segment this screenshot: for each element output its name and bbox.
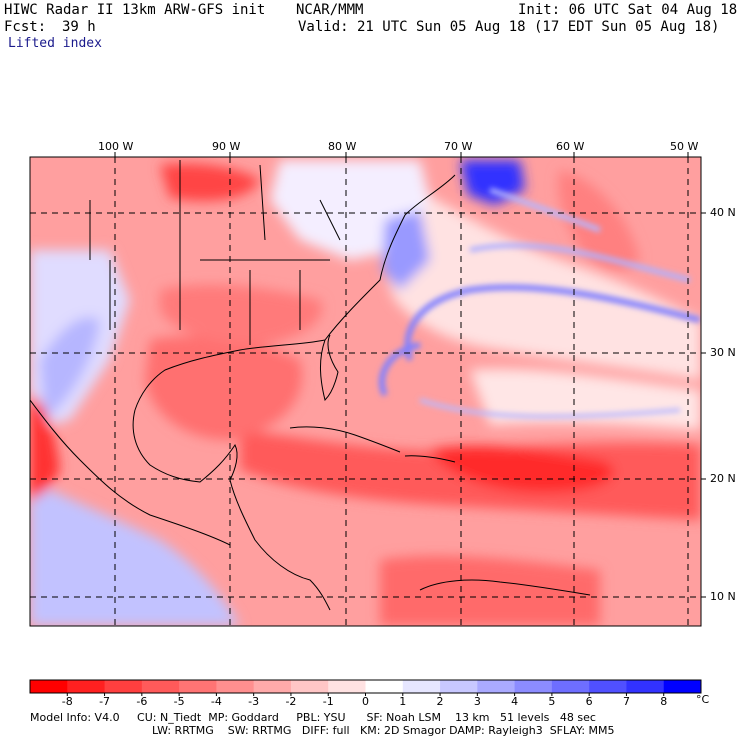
organization-label: NCAR/MMM — [296, 2, 364, 18]
colorbar-swatch — [290, 680, 329, 693]
coastline-gulf — [134, 339, 326, 411]
field-stable-streak — [469, 242, 691, 283]
colorbar-swatch — [514, 680, 553, 693]
longitude-label: 100 W — [98, 140, 134, 153]
colorbar-tick-label: 6 — [585, 695, 593, 708]
colorbar-tick-label: 2 — [436, 695, 444, 708]
colorbar-swatch — [216, 680, 255, 693]
colorbar-swatch — [402, 680, 441, 693]
coastline-south-america — [419, 579, 591, 596]
colorbar-tick-label: 3 — [473, 695, 481, 708]
valid-time: Valid: 21 UTC Sun 05 Aug 18 (17 EDT Sun … — [298, 19, 720, 35]
coastline-mexico — [132, 409, 238, 483]
colorbar-swatch — [626, 680, 665, 693]
colorbar-tick-label: 4 — [511, 695, 519, 708]
field-unstable-midatlantic — [558, 170, 640, 271]
longitude-label: 90 W — [212, 140, 241, 153]
latitude-label: 40 N — [710, 206, 736, 219]
colorbar-tick-label: -4 — [210, 695, 222, 708]
colorbar-swatch — [440, 680, 478, 693]
coastline-us-east — [320, 174, 456, 401]
latitude-label: 30 N — [710, 346, 736, 359]
colorbar-tick-label: -1 — [322, 695, 334, 708]
colorbar-swatch — [179, 680, 217, 693]
colorbar-tick-label: -2 — [285, 695, 297, 708]
field-unstable-mexico — [30, 395, 60, 500]
field-unstable-southeast — [160, 284, 322, 345]
colorbar-swatch — [365, 680, 404, 693]
colorbar-swatch — [104, 680, 143, 693]
colorbar-tick-label: 8 — [660, 695, 668, 708]
colorbar-frame — [29, 679, 702, 694]
colorbar-tick-label: 1 — [399, 695, 407, 708]
field-neutral-atlantic — [383, 175, 701, 380]
colorbar-tick-label: 7 — [622, 695, 630, 708]
colorbar-swatches — [30, 680, 702, 696]
field-stable-streak — [378, 342, 421, 397]
colorbar-swatch — [328, 680, 366, 693]
colorbar-tick-label: -8 — [61, 695, 73, 708]
field-stable-streak — [419, 398, 681, 419]
field-stable-pacific — [30, 480, 240, 626]
colorbar-swatch — [141, 680, 180, 693]
field-unstable-south-america — [380, 555, 600, 626]
coastline-cuba — [289, 426, 401, 453]
field-stable-streak — [404, 284, 701, 361]
colorbar-tick-label: -7 — [99, 695, 111, 708]
field-stable-offshore — [382, 210, 430, 290]
colorbar-swatch — [67, 680, 106, 693]
colorbar-swatch — [477, 680, 516, 693]
field-unstable-gulf — [145, 336, 302, 440]
colorbar-swatch — [551, 680, 590, 693]
colorbar-swatch — [253, 680, 292, 693]
state-border — [89, 160, 341, 345]
init-time: Init: 06 UTC Sat 04 Aug 18 — [518, 2, 738, 18]
field-unstable-central — [430, 445, 615, 493]
coastline-hispaniola — [404, 455, 456, 463]
longitude-label: 70 W — [444, 140, 473, 153]
model-info-line-1: Model Info: V4.0 CU: N_Tiedt MP: Goddard… — [30, 711, 596, 724]
longitude-label: 60 W — [556, 140, 585, 153]
model-title: HIWC Radar II 13km ARW-GFS init — [4, 2, 266, 18]
colorbar-swatch — [589, 680, 627, 693]
field-stable-streak — [489, 187, 601, 233]
forecast-label: Fcst: — [4, 19, 47, 35]
colorbar-swatch — [30, 680, 68, 693]
colorbar-tick-label: -5 — [173, 695, 185, 708]
field-unstable-northwest — [160, 163, 260, 201]
field-stable-mexico — [40, 317, 100, 420]
longitude-label: 50 W — [670, 140, 699, 153]
longitude-label: 80 W — [328, 140, 357, 153]
colorbar-tick-label: -6 — [136, 695, 148, 708]
field-name: Lifted index — [8, 36, 102, 51]
colorbar-tick-label: 5 — [548, 695, 556, 708]
map-frame — [29, 156, 702, 627]
latitude-label: 20 N — [710, 472, 736, 485]
colorbar-tick-label: 0 — [362, 695, 369, 708]
forecast-hours: 39 h — [62, 19, 96, 35]
latitude-label: 10 N — [710, 590, 736, 603]
colorbar-tick-label: -3 — [248, 695, 260, 708]
field-stable-gulfmaine — [460, 160, 525, 205]
model-info-line-2: LW: RRTMG SW: RRTMG DIFF: full KM: 2D Sm… — [152, 724, 615, 737]
colorbar-unit: °C — [696, 693, 710, 706]
colorbar-swatch — [663, 680, 702, 693]
coastline-central-america — [229, 479, 331, 611]
